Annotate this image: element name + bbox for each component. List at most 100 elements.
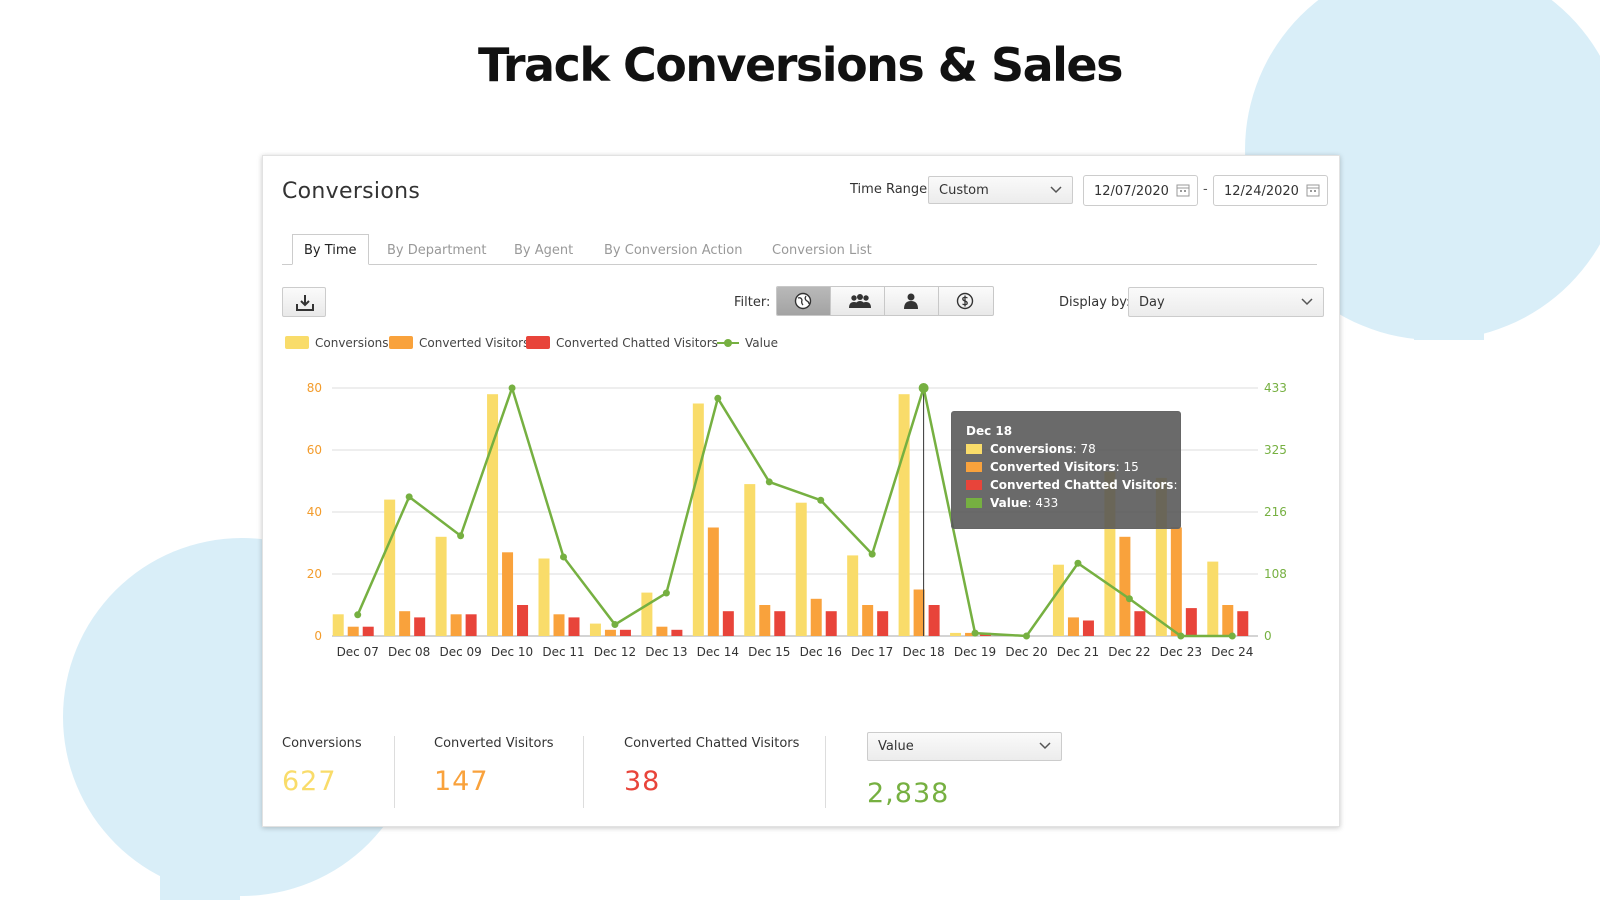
bar-converted-visitors [450, 614, 462, 636]
bar-conversions [538, 558, 550, 636]
legend-item-conversions[interactable]: Conversions [285, 336, 389, 350]
tooltip-swatch [966, 462, 982, 472]
date-separator: - [1203, 182, 1208, 197]
bar-conversions [1155, 477, 1167, 636]
right-axis-tick-label: 108 [1264, 567, 1287, 581]
legend-swatch [389, 336, 413, 349]
bar-conversions [332, 614, 344, 636]
divider [825, 736, 826, 808]
time-range-label: Time Range: [850, 182, 932, 197]
bar-converted-visitors [502, 552, 514, 636]
legend-label: Converted Chatted Visitors [556, 336, 718, 350]
bar-conversions [1207, 561, 1219, 636]
bar-conversions [487, 394, 499, 636]
bar-converted-chatted-visitors [774, 611, 786, 636]
bar-conversions [795, 502, 807, 636]
bar-converted-chatted-visitors [1082, 620, 1094, 636]
dollar-circle-icon [956, 292, 974, 310]
report-tabs: By Time By Department By Agent By Conver… [282, 234, 1317, 265]
time-range-value: Custom [939, 183, 989, 198]
bar-converted-visitors [707, 527, 719, 636]
left-axis-tick-label: 20 [307, 567, 322, 581]
chart-tooltip: Dec 18 Conversions: 78 Converted Visitor… [951, 411, 1197, 529]
right-axis-tick-label: 216 [1264, 505, 1287, 519]
export-button[interactable] [282, 287, 326, 317]
value-point [1177, 632, 1185, 640]
bar-converted-visitors [1067, 617, 1079, 636]
bar-converted-visitors [810, 598, 822, 636]
stat-converted-chatted-visitors: Converted Chatted Visitors 38 [624, 736, 799, 797]
value-point [1023, 632, 1030, 640]
date-to-value: 12/24/2020 [1224, 184, 1299, 199]
bar-conversions [435, 536, 447, 636]
tab-by-conversion-action[interactable]: By Conversion Action [604, 243, 743, 258]
tab-by-agent[interactable]: By Agent [514, 243, 574, 258]
bar-converted-chatted-visitors [414, 617, 426, 636]
stat-value: 147 [434, 766, 489, 797]
tab-conversion-list[interactable]: Conversion List [772, 243, 872, 258]
stat-label: Conversions [282, 736, 362, 751]
divider [394, 736, 395, 808]
legend-item-converted-visitors[interactable]: Converted Visitors [389, 336, 529, 350]
bar-converted-chatted-visitors [465, 614, 477, 636]
bar-converted-visitors [1170, 527, 1182, 636]
legend-swatch [526, 336, 550, 349]
filter-department-button[interactable] [831, 287, 885, 315]
bar-converted-visitors [759, 605, 771, 636]
legend-label: Converted Visitors [419, 336, 530, 350]
tab-by-department[interactable]: By Department [387, 243, 487, 258]
summary-metric-select[interactable]: Value [867, 732, 1062, 761]
bar-converted-chatted-visitors [825, 611, 837, 636]
bar-converted-visitors [862, 605, 874, 636]
right-axis-tick-label: 0 [1264, 629, 1272, 643]
tooltip-title: Dec 18 [966, 424, 1013, 438]
stat-value: 38 [624, 766, 661, 797]
x-axis-tick-label: Dec 15 [748, 645, 790, 659]
stat-value-total: 2,838 [867, 778, 949, 809]
time-range-select[interactable]: Custom [928, 176, 1073, 204]
tab-by-time[interactable]: By Time [292, 234, 369, 265]
page-headline: Track Conversions & Sales [478, 38, 1123, 92]
value-point [1228, 632, 1236, 640]
value-point [817, 496, 825, 504]
x-axis-tick-label: Dec 16 [800, 645, 842, 659]
x-axis-tick-label: Dec 08 [388, 645, 430, 659]
tooltip-row: Converted Chatted Visitors: 10 [966, 478, 1197, 496]
tooltip-row: Value: 433 [966, 496, 1166, 514]
stat-label: Converted Visitors [434, 736, 554, 751]
x-axis-tick-label: Dec 10 [491, 645, 533, 659]
left-axis-tick-label: 60 [307, 443, 322, 457]
filter-button-group [776, 286, 994, 316]
filter-conversion-button[interactable] [939, 287, 993, 315]
filter-all-button[interactable] [777, 287, 831, 315]
stat-converted-visitors: Converted Visitors 147 [434, 736, 554, 797]
date-to-input[interactable]: 12/24/2020 [1213, 175, 1328, 206]
bar-converted-chatted-visitors [1237, 611, 1249, 636]
bar-converted-visitors [1222, 605, 1234, 636]
calendar-icon[interactable] [1176, 183, 1190, 201]
value-point [457, 532, 465, 540]
value-point [560, 553, 567, 561]
legend-item-converted-chatted-visitors[interactable]: Converted Chatted Visitors [526, 336, 718, 350]
date-from-input[interactable]: 12/07/2020 [1083, 175, 1198, 206]
stat-conversions: Conversions 627 [282, 736, 362, 797]
filter-agent-button[interactable] [885, 287, 939, 315]
chevron-down-icon [1300, 293, 1314, 311]
display-by-label: Display by: [1059, 295, 1131, 310]
x-axis-tick-label: Dec 21 [1057, 645, 1099, 659]
x-axis-tick-label: Dec 09 [439, 645, 481, 659]
chevron-down-icon [1049, 181, 1063, 199]
x-axis-tick-label: Dec 20 [1005, 645, 1047, 659]
bar-converted-chatted-visitors [928, 605, 940, 636]
display-by-select[interactable]: Day [1128, 287, 1324, 317]
bar-converted-visitors [347, 626, 359, 636]
x-axis-tick-label: Dec 24 [1211, 645, 1253, 659]
group-icon [849, 294, 871, 308]
calendar-icon[interactable] [1306, 183, 1320, 201]
tooltip-row-value: 78 [1080, 442, 1096, 456]
bar-converted-chatted-visitors [619, 629, 631, 636]
legend-item-value[interactable]: Value [717, 336, 778, 350]
panel-title: Conversions [282, 179, 421, 204]
chevron-down-icon [1038, 737, 1052, 755]
tooltip-row: Conversions: 78 [966, 442, 1166, 460]
